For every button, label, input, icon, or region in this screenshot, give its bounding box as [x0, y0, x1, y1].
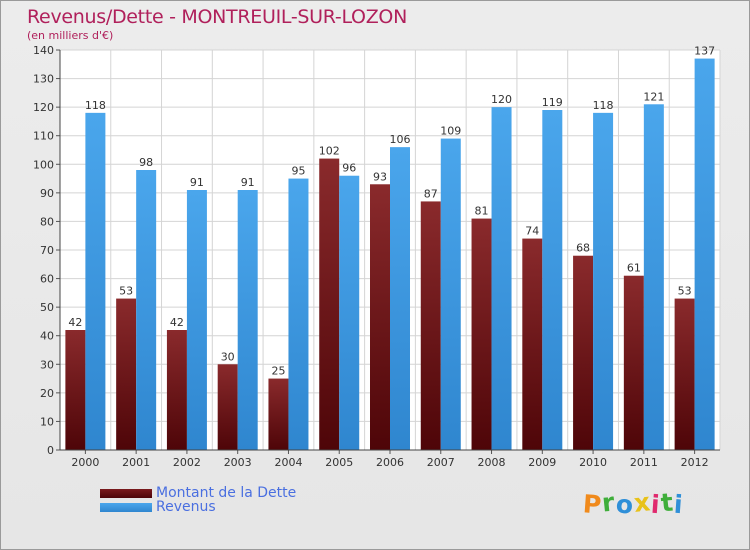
bar-dette: [573, 255, 594, 450]
x-tick-label: 2004: [274, 456, 302, 469]
bar-dette: [319, 158, 340, 451]
bar-dette: [116, 298, 137, 450]
data-label-revenus: 91: [190, 176, 204, 189]
bar-dette: [674, 298, 695, 450]
logo-letter: o: [614, 489, 635, 520]
y-tick-label: 130: [33, 73, 54, 86]
data-label-dette: 30: [221, 350, 235, 363]
y-tick-label: 70: [40, 244, 54, 257]
data-label-dette: 81: [475, 205, 489, 218]
bar-revenus: [491, 107, 512, 451]
data-label-revenus: 121: [643, 90, 664, 103]
logo-letter: i: [672, 489, 685, 520]
bar-revenus: [237, 190, 258, 450]
bar-revenus: [440, 138, 461, 451]
legend-label-dette: Montant de la Dette: [156, 485, 297, 501]
data-label-revenus: 96: [342, 162, 356, 175]
bar-dette: [166, 330, 187, 450]
data-label-dette: 93: [373, 170, 387, 183]
x-tick-label: 2011: [630, 456, 658, 469]
bar-dette: [268, 378, 289, 450]
x-tick-label: 2005: [325, 456, 353, 469]
legend-label-revenus: Revenus: [156, 499, 216, 515]
bar-revenus: [136, 170, 157, 450]
bar-dette: [471, 218, 492, 450]
x-tick-label: 2001: [122, 456, 150, 469]
bar-revenus: [390, 147, 410, 450]
data-label-dette: 53: [678, 285, 692, 298]
x-tick-label: 2002: [173, 456, 201, 469]
data-label-revenus: 119: [542, 96, 563, 109]
y-tick-label: 40: [40, 330, 54, 343]
legend-swatch-revenus: [100, 503, 152, 512]
x-tick-label: 2003: [224, 456, 252, 469]
data-label-dette: 42: [68, 316, 82, 329]
bar-revenus: [85, 112, 106, 450]
y-tick-label: 30: [40, 358, 54, 371]
x-tick-label: 2008: [478, 456, 506, 469]
bar-dette: [420, 201, 441, 450]
data-label-dette: 102: [319, 145, 340, 158]
data-label-dette: 68: [576, 242, 590, 255]
x-tick-label: 2010: [579, 456, 607, 469]
bar-revenus: [593, 112, 614, 450]
data-label-dette: 42: [170, 316, 184, 329]
y-tick-label: 120: [33, 101, 54, 114]
data-label-revenus: 137: [694, 45, 715, 58]
data-label-revenus: 109: [440, 125, 461, 138]
x-tick-label: 2000: [71, 456, 99, 469]
bar-revenus: [643, 104, 664, 451]
x-tick-label: 2006: [376, 456, 404, 469]
bar-dette: [623, 275, 644, 450]
data-label-revenus: 106: [390, 133, 411, 146]
data-label-revenus: 91: [241, 176, 255, 189]
x-tick-label: 2012: [681, 456, 709, 469]
bar-dette: [370, 184, 390, 451]
data-label-revenus: 118: [593, 99, 614, 112]
x-tick-label: 2007: [427, 456, 455, 469]
proxiti-logo: Proxiti: [582, 487, 685, 520]
bar-revenus: [186, 190, 207, 450]
legend-swatch-dette: [100, 489, 152, 498]
data-label-revenus: 120: [491, 93, 512, 106]
y-tick-label: 20: [40, 387, 54, 400]
chart-title: Revenus/Dette - MONTREUIL-SUR-LOZON: [27, 6, 407, 28]
y-tick-label: 0: [47, 444, 54, 457]
data-label-revenus: 95: [291, 165, 305, 178]
data-label-dette: 61: [627, 262, 641, 275]
bar-revenus: [339, 175, 360, 450]
y-tick-label: 140: [33, 44, 54, 57]
y-tick-label: 110: [33, 130, 54, 143]
bar-dette: [522, 238, 543, 450]
y-tick-label: 90: [40, 187, 54, 200]
bar-revenus: [288, 178, 309, 451]
data-label-revenus: 98: [139, 156, 153, 169]
y-tick-label: 100: [33, 158, 54, 171]
data-label-dette: 53: [119, 285, 133, 298]
y-tick-label: 60: [40, 273, 54, 286]
bar-revenus: [694, 58, 715, 450]
bar-dette: [217, 364, 238, 450]
bar-dette: [65, 330, 86, 450]
data-label-dette: 74: [525, 225, 539, 238]
y-tick-label: 10: [40, 415, 54, 428]
data-label-dette: 25: [271, 365, 285, 378]
data-label-revenus: 118: [85, 99, 106, 112]
data-label-dette: 87: [424, 187, 438, 200]
bar-revenus: [542, 110, 563, 450]
y-tick-label: 80: [40, 215, 54, 228]
chart-subtitle: (en milliers d'€): [27, 29, 114, 42]
y-tick-label: 50: [40, 301, 54, 314]
x-tick-label: 2009: [528, 456, 556, 469]
